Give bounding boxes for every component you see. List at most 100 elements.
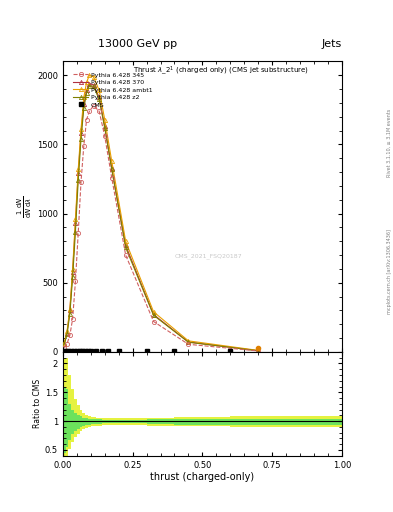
Pythia 6.428 345 [73,279,78,285]
Pythia 6.428 z2 [62,342,67,348]
Pythia 6.428 345 [68,332,72,338]
Pythia 6.428 z2 [73,228,78,234]
Line: Pythia 6.428 370: Pythia 6.428 370 [62,81,260,353]
Pythia 6.428 370 [76,170,81,177]
Pythia 6.428 z2 [91,83,96,90]
Text: Thrust $\lambda\_2^1$ (charged only) (CMS jet substructure): Thrust $\lambda\_2^1$ (charged only) (CM… [133,65,309,77]
Pythia 6.428 z2 [109,166,114,173]
Pythia 6.428 345 [151,318,156,325]
CMS [77,348,82,354]
Pythia 6.428 z2 [68,311,72,317]
Pythia 6.428 370 [62,340,67,347]
Pythia 6.428 z2 [256,348,261,354]
Pythia 6.428 z2 [123,244,128,250]
Line: CMS: CMS [61,350,232,353]
Pythia 6.428 345 [102,133,107,139]
CMS [69,348,73,354]
CMS [105,348,110,354]
Pythia 6.428 370 [65,330,70,336]
Pythia 6.428 ambt1 [109,158,114,164]
Pythia 6.428 ambt1 [81,94,86,100]
CMS [63,348,68,354]
Pythia 6.428 345 [97,108,101,114]
CMS [228,348,233,354]
CMS [99,348,104,354]
Pythia 6.428 370 [73,220,78,226]
Pythia 6.428 370 [256,348,261,354]
CMS [144,348,149,354]
Text: Jets: Jets [321,38,342,49]
Y-axis label: Ratio to CMS: Ratio to CMS [33,379,42,429]
Pythia 6.428 ambt1 [87,72,92,78]
Pythia 6.428 z2 [87,82,92,89]
Pythia 6.428 345 [62,345,67,351]
Pythia 6.428 ambt1 [65,328,70,334]
Pythia 6.428 345 [87,108,92,114]
Pythia 6.428 345 [109,175,114,181]
Pythia 6.428 z2 [79,136,83,142]
Pythia 6.428 345 [84,116,89,122]
X-axis label: thrust (charged-only): thrust (charged-only) [151,472,254,482]
Pythia 6.428 370 [186,339,191,345]
Pythia 6.428 z2 [84,90,89,96]
Pythia 6.428 ambt1 [76,166,81,173]
Pythia 6.428 345 [123,252,128,258]
Pythia 6.428 z2 [70,274,75,280]
Pythia 6.428 z2 [186,339,191,345]
Text: Rivet 3.1.10, ≥ 3.1M events: Rivet 3.1.10, ≥ 3.1M events [387,109,392,178]
Pythia 6.428 ambt1 [70,266,75,272]
Pythia 6.428 ambt1 [73,216,78,222]
Pythia 6.428 370 [123,242,128,248]
CMS [172,348,177,354]
Pythia 6.428 ambt1 [79,126,83,132]
Pythia 6.428 z2 [65,331,70,337]
Pythia 6.428 ambt1 [186,338,191,344]
Pythia 6.428 ambt1 [102,116,107,122]
Pythia 6.428 ambt1 [97,88,101,94]
CMS [116,348,121,354]
Pythia 6.428 345 [186,342,191,348]
Pythia 6.428 345 [65,340,70,347]
Pythia 6.428 ambt1 [151,309,156,315]
Pythia 6.428 z2 [102,125,107,131]
Pythia 6.428 370 [68,307,72,313]
Pythia 6.428 ambt1 [256,347,261,353]
Text: CMS_2021_FSQ20187: CMS_2021_FSQ20187 [174,253,242,259]
Pythia 6.428 370 [79,130,83,136]
Pythia 6.428 370 [91,82,96,88]
CMS [94,348,99,354]
CMS [75,348,79,354]
Pythia 6.428 ambt1 [84,79,89,86]
CMS [61,348,65,354]
CMS [83,348,88,354]
Line: Pythia 6.428 345: Pythia 6.428 345 [62,103,260,353]
Pythia 6.428 345 [256,348,261,354]
Pythia 6.428 370 [151,311,156,317]
Pythia 6.428 345 [70,316,75,322]
Pythia 6.428 z2 [97,96,101,102]
Pythia 6.428 370 [109,165,114,171]
Line: Pythia 6.428 z2: Pythia 6.428 z2 [62,83,260,353]
CMS [86,348,90,354]
Text: 13000 GeV pp: 13000 GeV pp [98,38,177,49]
CMS [72,348,76,354]
Pythia 6.428 ambt1 [62,340,67,346]
Pythia 6.428 370 [97,94,101,100]
Pythia 6.428 345 [76,230,81,236]
CMS [66,348,71,354]
Pythia 6.428 ambt1 [123,238,128,244]
Pythia 6.428 370 [84,88,89,94]
Pythia 6.428 z2 [81,105,86,112]
Pythia 6.428 370 [87,80,92,87]
Pythia 6.428 345 [81,143,86,149]
CMS [80,348,85,354]
Pythia 6.428 ambt1 [68,306,72,312]
Pythia 6.428 345 [79,179,83,185]
Line: Pythia 6.428 ambt1: Pythia 6.428 ambt1 [62,73,260,352]
Legend: Pythia 6.428 345, Pythia 6.428 370, Pythia 6.428 ambt1, Pythia 6.428 z2, CMS: Pythia 6.428 345, Pythia 6.428 370, Pyth… [72,70,154,109]
Pythia 6.428 ambt1 [91,74,96,80]
Y-axis label: $\frac{1}{\mathrm{d}N}\frac{\mathrm{d}N}{\mathrm{d}\lambda}$: $\frac{1}{\mathrm{d}N}\frac{\mathrm{d}N}… [16,196,34,218]
Pythia 6.428 370 [70,269,75,275]
Pythia 6.428 z2 [151,312,156,318]
Pythia 6.428 370 [81,101,86,108]
